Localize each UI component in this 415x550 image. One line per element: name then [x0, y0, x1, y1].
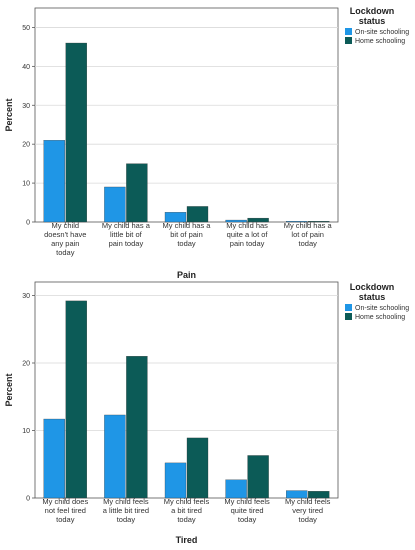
category-label-line: My child feels	[224, 497, 270, 506]
bar-on-site-4	[286, 490, 308, 499]
bar-on-site-2	[164, 462, 187, 499]
category-label: My child does not feel tired today	[42, 497, 88, 524]
bar-home-3	[247, 217, 269, 223]
legend-title-line: status	[359, 292, 386, 302]
category-label-line: My child does	[42, 497, 88, 506]
bar-on-site-1	[104, 414, 126, 499]
category-label-line: My child has a	[102, 221, 151, 230]
y-tick-label: 0	[26, 496, 30, 503]
legend-label-on-site: On-site schooling	[355, 305, 409, 312]
legend-swatch-home	[345, 313, 352, 320]
category-label-line: lot of pain	[291, 230, 324, 239]
category-label-line: My child has	[226, 221, 268, 230]
legend-swatch-on-site	[345, 304, 352, 311]
category-label-line: today	[56, 515, 75, 524]
y-tick-label: 10	[22, 428, 30, 435]
category-label-line: today	[299, 239, 318, 248]
bar-home-4	[308, 491, 330, 499]
bar-home-1	[126, 163, 148, 223]
category-label-line: a little bit tired	[103, 506, 149, 515]
category-label: My child feels quite tired today	[224, 497, 270, 524]
category-label-line: My child has a	[284, 221, 333, 230]
tired-chart: 0 10 20 30 Percent My child does not feel tire…	[4, 281, 409, 545]
legend-swatch-on-site	[345, 28, 352, 35]
category-label-line: pain today	[230, 239, 265, 248]
y-axis-title: Percent	[4, 98, 14, 131]
y-tick-label: 20	[22, 142, 30, 149]
category-label: My child has a little bit of pain today	[102, 221, 151, 248]
legend-title-line: Lockdown	[350, 282, 395, 292]
category-label-line: doesn't have	[44, 230, 86, 239]
category-label-line: My child feels	[164, 497, 210, 506]
category-label-line: today	[299, 515, 318, 524]
legend-title-line: Lockdown	[350, 6, 395, 16]
x-axis-title: Tired	[176, 535, 198, 545]
legend-title: Lockdown status	[350, 6, 395, 26]
category-label: My child has quite a lot of pain today	[226, 221, 268, 248]
bar-on-site-4	[286, 221, 308, 223]
category-label-line: bit of pain	[170, 230, 203, 239]
pain-chart: 0 10 20 30 40 50 Percent My child doesn't have an…	[4, 6, 409, 280]
category-label-line: My child feels	[103, 497, 149, 506]
legend: Lockdown status On-site schooling Home scho…	[345, 6, 409, 45]
category-label-line: pain today	[109, 239, 144, 248]
bar-on-site-0	[43, 140, 65, 223]
category-label-line: quite a lot of	[227, 230, 269, 239]
y-tick-label: 0	[26, 220, 30, 227]
bar-on-site-2	[164, 212, 187, 223]
x-axis-title: Pain	[177, 270, 196, 280]
bar-home-4	[308, 221, 330, 223]
category-label-line: today	[177, 239, 196, 248]
category-label: My child has a lot of pain today	[284, 221, 333, 248]
category-label: My child feels a little bit tired today	[103, 497, 149, 524]
bar-on-site-1	[104, 186, 126, 223]
category-label-line: any pain	[51, 239, 79, 248]
legend-title-line: status	[359, 16, 386, 26]
bar-on-site-0	[43, 418, 65, 499]
y-axis-title: Percent	[4, 373, 14, 406]
bar-home-0	[65, 300, 87, 499]
legend: Lockdown status On-site schooling Home scho…	[345, 282, 409, 321]
category-label: My child has a bit of pain today	[163, 221, 212, 248]
legend-swatch-home	[345, 37, 352, 44]
legend-title: Lockdown status	[350, 282, 395, 302]
bar-home-2	[186, 206, 209, 223]
y-tick-label: 40	[22, 64, 30, 71]
bar-home-1	[126, 356, 148, 499]
y-tick-label: 30	[22, 103, 30, 110]
category-label-line: My child has a	[163, 221, 212, 230]
y-tick-label: 30	[22, 293, 30, 300]
legend-label-on-site: On-site schooling	[355, 29, 409, 36]
legend-label-home: Home schooling	[355, 314, 405, 321]
bar-home-3	[247, 455, 269, 499]
category-label-line: quite tired	[231, 506, 264, 515]
bar-home-0	[65, 42, 87, 223]
bar-on-site-3	[225, 219, 247, 223]
bar-on-site-3	[225, 479, 247, 499]
category-label-line: today	[177, 515, 196, 524]
y-tick-label: 50	[22, 25, 30, 32]
y-tick-label: 10	[22, 181, 30, 188]
category-label: My child feels a bit tired today	[164, 497, 210, 524]
category-label: My child feels very tired today	[285, 497, 331, 524]
category-label-line: a bit tired	[171, 506, 202, 515]
category-label-line: today	[238, 515, 257, 524]
category-label-line: not feel tired	[45, 506, 86, 515]
bar-home-2	[186, 437, 209, 499]
category-label-line: today	[117, 515, 136, 524]
category-label-line: very tired	[292, 506, 323, 515]
category-label-line: My child	[52, 221, 80, 230]
y-tick-label: 20	[22, 361, 30, 368]
legend-label-home: Home schooling	[355, 38, 405, 45]
category-label: My child doesn't have any pain today	[44, 221, 86, 257]
category-label-line: today	[56, 248, 75, 257]
category-label-line: My child feels	[285, 497, 331, 506]
category-label-line: little bit of	[110, 230, 143, 239]
